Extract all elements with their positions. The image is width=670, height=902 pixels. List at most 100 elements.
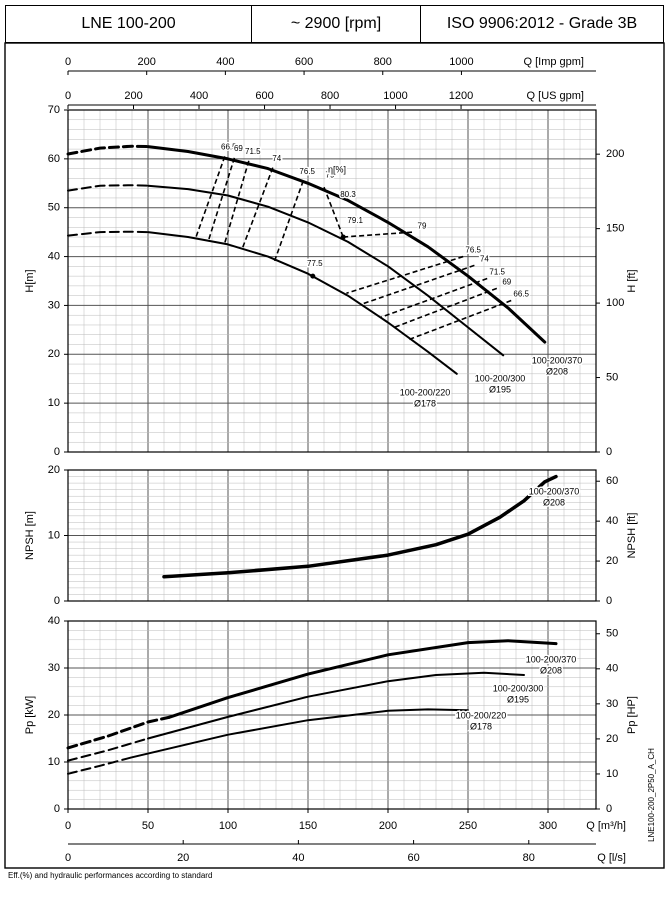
efficiency-line <box>323 186 344 238</box>
y-right-tick-label: 30 <box>606 698 618 710</box>
top-axis-tick-label: 200 <box>124 90 142 102</box>
y-tick-label: 10 <box>48 529 60 541</box>
chart-code: LNE100-200_2P50_A_CH <box>647 748 656 842</box>
footnote: Eff.(%) and hydraulic performances accor… <box>8 871 212 880</box>
y-tick-label: 20 <box>48 348 60 360</box>
efficiency-label: 74 <box>272 154 281 163</box>
y-right-tick-label: 0 <box>606 803 612 815</box>
series-line-dashed <box>66 715 171 750</box>
efficiency-label: 79 <box>418 221 427 230</box>
efficiency-label: 79.1 <box>347 216 363 225</box>
series-label-npsh-diameter: Ø208 <box>543 497 565 507</box>
y-right-tick-label: 20 <box>606 733 618 745</box>
y-right-tick-label: 10 <box>606 768 618 780</box>
series-line-dashed <box>67 756 133 775</box>
efficiency-line <box>195 156 226 238</box>
y-right-tick-label: 150 <box>606 223 624 235</box>
header-standard: ISO 9906:2012 - Grade 3B <box>420 5 664 43</box>
series-label-300-diameter: Ø195 <box>489 384 511 394</box>
efficiency-label: 69 <box>502 277 511 286</box>
series-label-220: 100-200/220 <box>400 387 451 397</box>
series-label-power-300-diameter: Ø195 <box>507 694 529 704</box>
efficiency-line <box>360 264 475 306</box>
top-axis-tick-label: 0 <box>65 90 71 102</box>
x2-axis-label: Q [l/s] <box>597 852 626 864</box>
efficiency-label: 66.5 <box>221 143 237 152</box>
series-line <box>131 708 469 759</box>
y-axis-label: Pp [kW] <box>24 696 36 735</box>
x-tick-label: 150 <box>299 820 317 832</box>
y-tick-label: 60 <box>48 153 60 165</box>
series-line <box>147 231 458 375</box>
series-label-power-370-diameter: Ø208 <box>540 665 562 675</box>
top-axis-tick-label: 400 <box>190 90 208 102</box>
bep-point <box>340 234 346 240</box>
y-tick-label: 30 <box>48 299 60 311</box>
series-label-power-220-diameter: Ø178 <box>470 721 492 731</box>
top-axis-tick-label: 800 <box>321 90 339 102</box>
x2-tick-label: 80 <box>523 852 535 864</box>
y-axis-label: H[m] <box>24 269 36 292</box>
x-tick-label: 50 <box>142 820 154 832</box>
y-right-tick-label: 0 <box>606 595 612 607</box>
x2-tick-label: 0 <box>65 852 71 864</box>
y-right-tick-label: 50 <box>606 371 618 383</box>
y-tick-label: 10 <box>48 756 60 768</box>
y-tick-label: 70 <box>48 104 60 116</box>
top-axis-tick-label: 200 <box>138 56 156 68</box>
top-axis-tick-label: 1200 <box>449 90 473 102</box>
top-axis-label: Q [Imp gpm] <box>523 56 584 68</box>
series-label-370: 100-200/370 <box>532 355 583 365</box>
efficiency-label: 76.5 <box>299 167 315 176</box>
x-tick-label: 100 <box>219 820 237 832</box>
efficiency-label: 66.5 <box>513 290 529 299</box>
series-label-npsh: 100-200/370 <box>529 486 580 496</box>
x-tick-label: 250 <box>459 820 477 832</box>
y-right-axis-label: Pp [HP] <box>626 696 638 734</box>
series-label-220-diameter: Ø178 <box>414 398 436 408</box>
y-tick-label: 0 <box>54 803 60 815</box>
series-line-dashed <box>67 184 149 192</box>
top-axis-tick-label: 0 <box>65 56 71 68</box>
y-tick-label: 40 <box>48 250 60 262</box>
efficiency-line <box>379 277 488 319</box>
y-right-tick-label: 200 <box>606 148 624 160</box>
efficiency-axis-label: η[%] <box>328 164 346 174</box>
series-label-300: 100-200/300 <box>475 373 526 383</box>
top-axis-tick-label: 1000 <box>449 56 473 68</box>
top-axis-tick-label: 400 <box>216 56 234 68</box>
efficiency-line <box>241 167 274 249</box>
series-label-power-220: 100-200/220 <box>456 710 507 720</box>
y-right-axis-label: H [ft] <box>626 269 638 292</box>
top-axis-tick-label: 1000 <box>383 90 407 102</box>
series-line-dashed <box>66 144 150 156</box>
series-label-power-370: 100-200/370 <box>526 654 577 664</box>
top-axis-tick-label: 800 <box>374 56 392 68</box>
y-tick-label: 40 <box>48 615 60 627</box>
top-axis-tick-label: 600 <box>255 90 273 102</box>
efficiency-label: 71.5 <box>489 268 505 277</box>
efficiency-line <box>392 287 498 329</box>
series-label-power-300: 100-200/300 <box>493 683 544 693</box>
y-right-tick-label: 40 <box>606 663 618 675</box>
series-line <box>146 145 547 344</box>
efficiency-line <box>346 255 464 294</box>
y-tick-label: 10 <box>48 397 60 409</box>
series-line <box>162 474 558 579</box>
y-right-axis-label: NPSH [ft] <box>626 513 638 559</box>
efficiency-label: 76.5 <box>465 246 481 255</box>
x-tick-label: 0 <box>65 820 71 832</box>
x2-tick-label: 60 <box>407 852 419 864</box>
y-tick-label: 30 <box>48 662 60 674</box>
x-axis-label: Q [m³/h] <box>586 820 626 832</box>
x2-tick-label: 20 <box>177 852 189 864</box>
efficiency-label: 71.5 <box>245 147 261 156</box>
top-axis-tick-label: 600 <box>295 56 313 68</box>
efficiency-label: 74 <box>480 254 489 263</box>
x-tick-label: 200 <box>379 820 397 832</box>
y-right-tick-label: 0 <box>606 446 612 458</box>
y-right-tick-label: 50 <box>606 628 618 640</box>
efficiency-line <box>273 180 304 262</box>
y-right-tick-label: 100 <box>606 297 624 309</box>
